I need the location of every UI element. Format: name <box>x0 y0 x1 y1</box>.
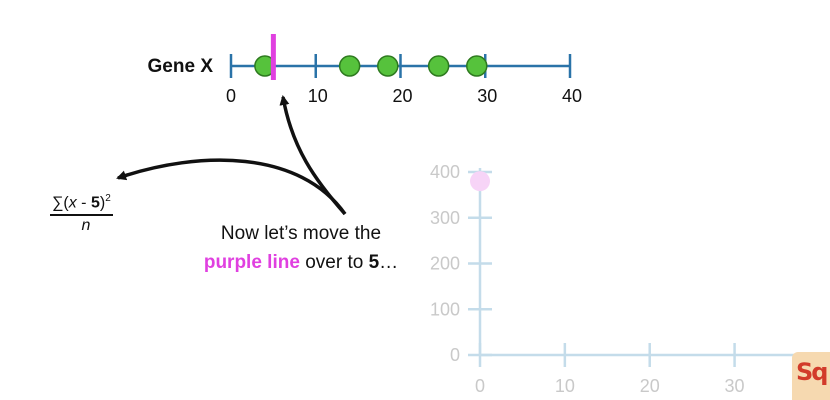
formula-denominator: n <box>81 217 91 235</box>
gene-data-point <box>466 55 488 77</box>
chart-y-tick-label: 100 <box>430 299 460 319</box>
instruction-caption: Now let’s move the purple line over to 5… <box>186 219 416 277</box>
chart-x-tick-label: 20 <box>640 376 660 396</box>
arrow-to-formula <box>116 158 347 216</box>
formula-exponent: 2 <box>105 193 111 204</box>
chart-x-tick-label: 30 <box>725 376 745 396</box>
caption-line-2-rest: over to <box>299 252 369 273</box>
caption-ellipsis: … <box>379 252 399 273</box>
chart-data-point <box>470 171 490 192</box>
formula-numerator: ∑(x - 5)2 <box>50 193 113 217</box>
residual-chart: 0 100 200 300 400 0 10 20 30 <box>430 162 830 396</box>
gene-axis-tick-label: 20 <box>392 86 412 106</box>
formula-value: 5 <box>90 194 100 212</box>
caption-line-1: Now let’s move the <box>220 223 382 244</box>
arrow-to-marker <box>279 95 347 216</box>
chart-y-tick-label: 0 <box>450 345 460 365</box>
gene-axis-tick-label: 40 <box>562 86 582 106</box>
formula-close-paren: ) <box>99 194 106 212</box>
chart-x-tick-label: 0 <box>475 376 485 396</box>
formula-variable: x <box>68 194 77 212</box>
gene-axis-tick-label: 30 <box>477 86 497 106</box>
purple-line-highlight: purple line <box>203 252 300 273</box>
chart-y-tick-label: 400 <box>430 162 460 182</box>
gene-x-label: Gene X <box>148 56 214 77</box>
chart-y-tick-label: 200 <box>430 254 460 274</box>
formula-open-paren: ( <box>63 194 69 212</box>
sum-of-squares-formula: ∑(x - 5)2 n <box>50 193 140 235</box>
gene-axis-tick-label: 0 <box>226 86 236 106</box>
gene-data-point <box>377 55 399 77</box>
chart-x-tick-label: 10 <box>555 376 575 396</box>
gene-x-number-line: Gene X 0 10 20 30 40 <box>148 34 582 106</box>
sigma-symbol: ∑ <box>52 194 64 212</box>
gene-axis-tick-label: 10 <box>308 86 328 106</box>
logo-text: Sq <box>796 358 829 386</box>
gene-data-point <box>427 55 450 77</box>
caption-line-2: purple line over to 5… <box>186 248 416 277</box>
caption-value: 5 <box>368 252 380 273</box>
statquest-logo: Sq <box>792 352 830 400</box>
formula-minus: - <box>76 194 91 212</box>
chart-y-tick-label: 300 <box>430 208 460 228</box>
gene-data-point <box>338 55 361 77</box>
